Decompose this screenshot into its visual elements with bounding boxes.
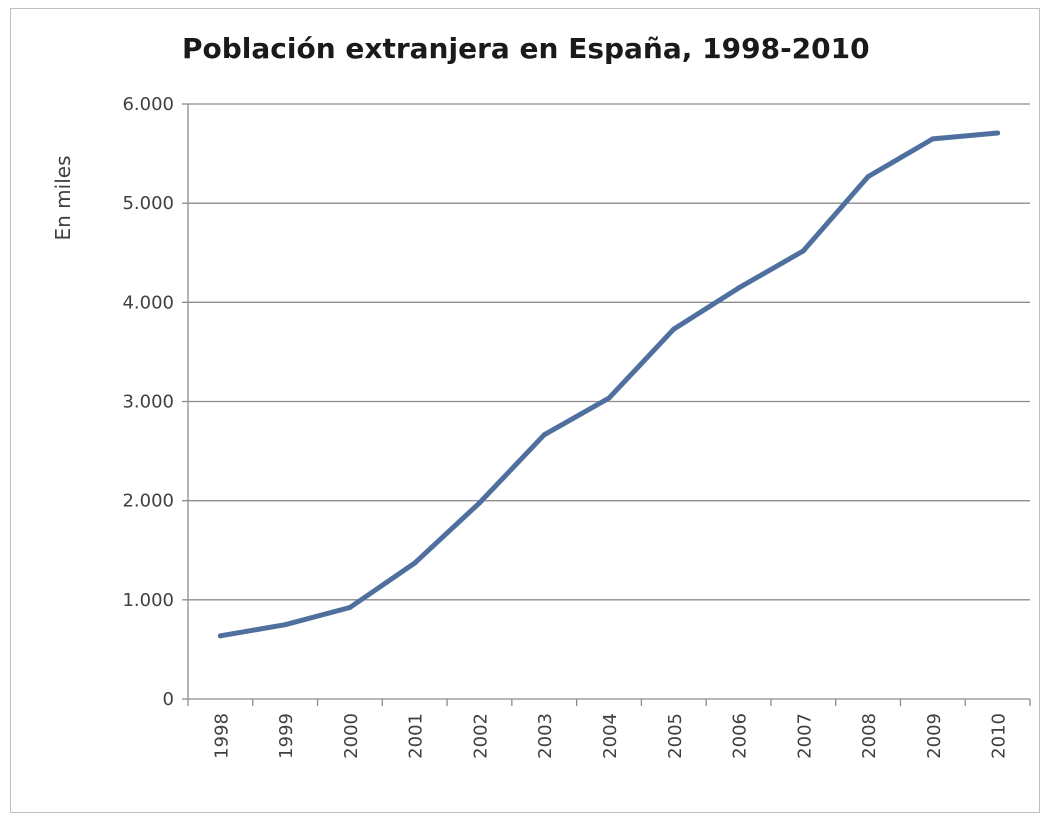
y-tick-label: 5.000 xyxy=(122,193,174,214)
axes xyxy=(182,103,1031,706)
y-tick-label: 0 xyxy=(163,689,174,710)
chart-title: Población extranjera en España, 1998-201… xyxy=(182,32,870,65)
y-tick-labels: 0 1.000 2.000 3.000 4.000 5.000 6.000 xyxy=(122,94,174,710)
data-point xyxy=(282,622,288,628)
data-point xyxy=(671,326,677,332)
x-tick-label: 2006 xyxy=(730,713,751,759)
x-tick-label: 2003 xyxy=(535,713,556,759)
data-point xyxy=(217,633,223,639)
x-tick-label: 2009 xyxy=(924,713,945,759)
series-line xyxy=(217,130,1001,639)
x-tick-label: 2004 xyxy=(600,713,621,759)
y-axis-title: En miles xyxy=(51,156,75,241)
x-tick-label: 2002 xyxy=(470,713,491,759)
x-tick-label: 2005 xyxy=(665,713,686,759)
y-tick-label: 3.000 xyxy=(122,392,174,413)
x-tick-label: 2010 xyxy=(989,713,1010,759)
data-point xyxy=(736,285,742,291)
chart-frame xyxy=(10,8,1040,813)
data-point xyxy=(476,500,482,506)
x-tick-labels: 1998 1999 2000 2001 2002 2003 2004 2005 2006 2007… xyxy=(211,713,1009,759)
x-tick-label: 2007 xyxy=(794,713,815,759)
y-tick-label: 1.000 xyxy=(122,590,174,611)
data-point xyxy=(930,136,936,142)
series xyxy=(217,130,1001,639)
x-tick-label: 1998 xyxy=(211,713,232,759)
x-tick-label: 2008 xyxy=(859,713,880,759)
x-tick-label: 1999 xyxy=(276,713,297,759)
data-point xyxy=(412,560,418,566)
x-tick-label: 2001 xyxy=(406,713,427,759)
y-tick-label: 2.000 xyxy=(122,491,174,512)
data-point xyxy=(347,604,353,610)
y-tick-label: 4.000 xyxy=(122,292,174,313)
data-point xyxy=(606,395,612,401)
data-point xyxy=(541,432,547,438)
gridlines xyxy=(188,103,1030,601)
data-point xyxy=(995,130,1001,136)
data-point xyxy=(800,248,806,254)
x-tick-label: 2000 xyxy=(341,713,362,759)
data-point xyxy=(865,174,871,180)
y-tick-label: 6.000 xyxy=(122,94,174,115)
